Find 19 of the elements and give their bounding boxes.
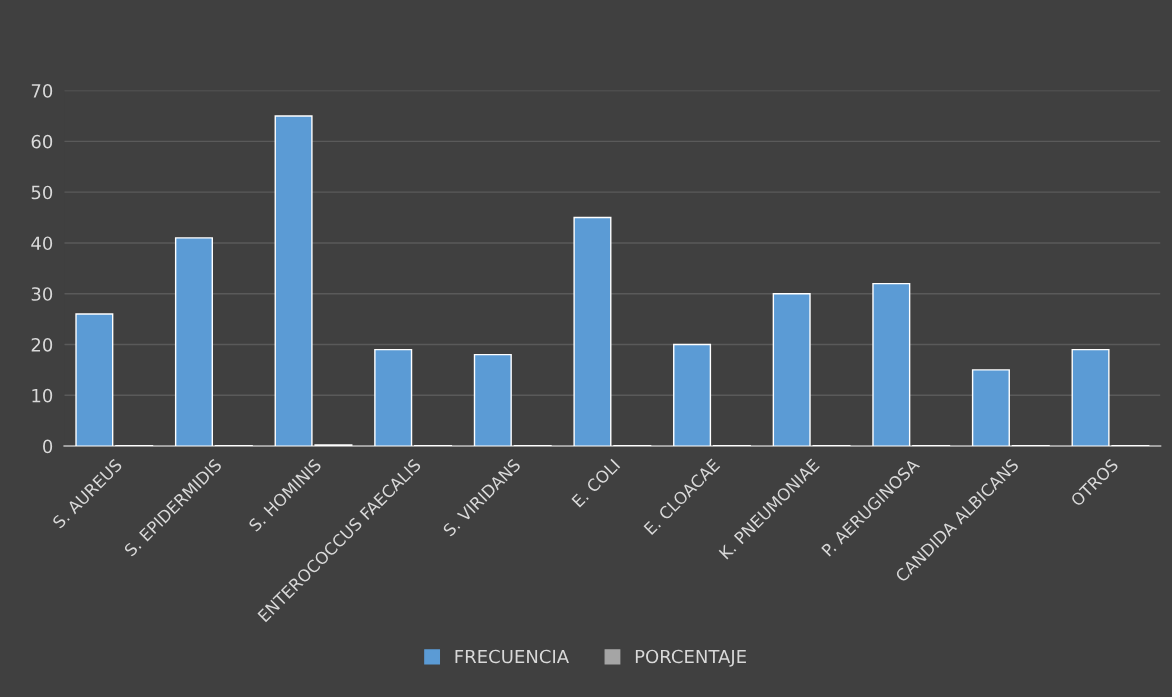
y-tick-label: 50 (31, 185, 53, 200)
bar (374, 348, 413, 447)
y-tick-label: 40 (31, 236, 53, 251)
y-tick-label: 0 (43, 439, 53, 454)
y-tick-label: 30 (31, 287, 53, 301)
y-tick-label: 20 (31, 337, 53, 352)
y-tick-label: 10 (32, 388, 53, 403)
legend-label: FRECUENCIA (455, 649, 569, 664)
bar (971, 369, 1010, 447)
bar (573, 216, 612, 447)
bar (872, 282, 911, 447)
bar (473, 353, 512, 447)
legend-label: PORCENTAJE (635, 649, 746, 667)
bar (673, 343, 712, 447)
bar (174, 237, 213, 447)
bar (772, 293, 811, 447)
y-tick-label: 70 (31, 84, 53, 98)
y-tick-label: 60 (31, 134, 53, 149)
bar (75, 313, 114, 447)
